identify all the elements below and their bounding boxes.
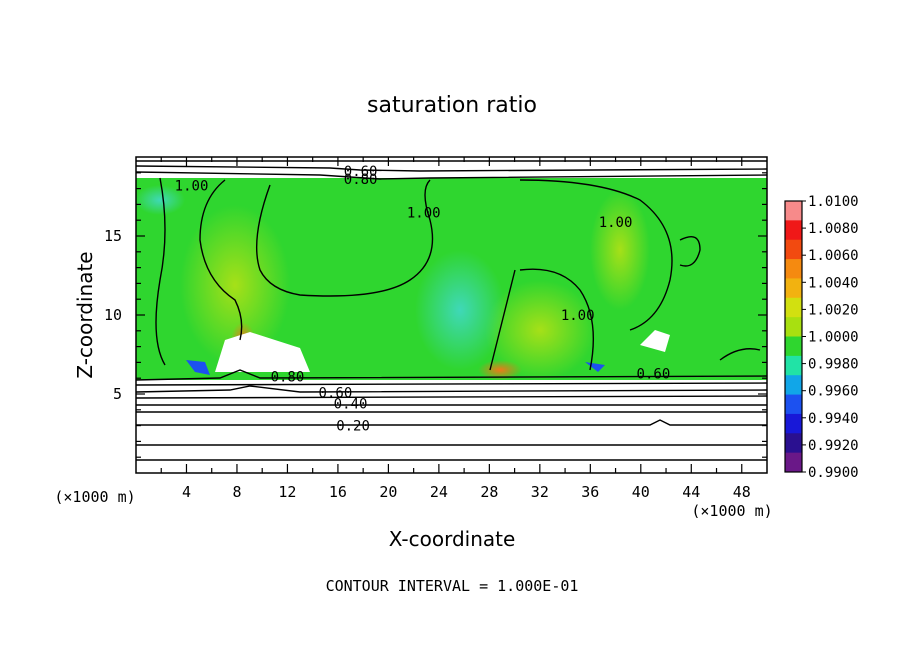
contour-low-2: [136, 382, 767, 386]
contour-1.00-left: [155, 177, 243, 366]
x-tick-label: 16: [329, 483, 347, 501]
contour-label: 1.00: [599, 215, 633, 231]
colorbar-segment: [785, 375, 802, 396]
contour-1.00-right: [489, 179, 673, 371]
field-region-cyan-left: [136, 185, 185, 215]
contour-upper-2: [136, 165, 767, 172]
colorbar: [784, 200, 803, 473]
x-tick-label: 40: [632, 483, 650, 501]
colorbar-label: 0.9900: [808, 465, 859, 481]
field-region-yellow-mid: [485, 280, 595, 380]
field-region-cyan-center: [415, 250, 505, 370]
colorbar-label: 0.9980: [808, 357, 859, 373]
colorbar-label: 1.0000: [808, 330, 859, 346]
plot-field: 1.001.001.001.000.600.800.800.600.400.20…: [136, 157, 767, 473]
colorbar-segment: [785, 220, 802, 241]
chart-title: saturation ratio: [367, 93, 537, 118]
colorbar-segment: [785, 355, 802, 376]
contour-interval-note: CONTOUR INTERVAL = 1.000E-01: [326, 577, 579, 595]
colorbar-label: 1.0060: [808, 248, 859, 264]
x-tick-label: 28: [480, 483, 498, 501]
field-background-lower: [136, 380, 767, 473]
colorbar-labels: 1.0100 1.0080 1.0060 1.0040 1.0020 1.0000 0.99…: [802, 194, 859, 481]
blue-edge-mid: [585, 362, 605, 372]
contour-low-1: [136, 369, 767, 381]
contour-label: 0.80: [344, 172, 378, 188]
colorbar-label: 0.9960: [808, 384, 859, 400]
colorbar-label: 1.0080: [808, 221, 859, 237]
colorbar-segment: [785, 297, 802, 318]
x-tick-label: 44: [682, 483, 700, 501]
colorbar-segment: [785, 239, 802, 260]
contour-label: 1.00: [407, 205, 441, 221]
x-axis-title: X-coordinate: [389, 527, 516, 551]
x-tick-label: 12: [278, 483, 296, 501]
contour-label: 0.80: [271, 370, 305, 386]
colorbar-label: 0.9920: [808, 438, 859, 454]
x-unit-label: (×1000 m): [691, 502, 772, 520]
colorbar-segment: [785, 336, 802, 357]
colorbar-segment: [785, 259, 802, 279]
x-tick-label: 32: [531, 483, 549, 501]
colorbar-segment: [785, 433, 802, 454]
contour-label: 1.00: [561, 308, 595, 324]
contour-low-3: [136, 385, 767, 393]
contour-label: 0.60: [637, 366, 671, 382]
contour-upper-3: [136, 171, 767, 180]
colorbar-segment: [785, 317, 802, 337]
white-patch-left: [215, 332, 310, 372]
colorbar-label: 0.9940: [808, 411, 859, 427]
z-unit-label: (×1000 m): [54, 488, 135, 506]
y-tick-label: 15: [104, 227, 122, 245]
contour-lines: [136, 160, 767, 461]
contour-label: 0.60: [344, 164, 378, 180]
contour-1.00-center: [256, 179, 434, 297]
contour-label: 0.40: [334, 396, 368, 412]
contour-low-4: [136, 395, 767, 399]
colorbar-segment: [785, 394, 802, 415]
x-axis-ticks: 4 8 12 16 20 24 28 32 36 40 44 48: [160, 157, 751, 501]
contour-label: 0.20: [336, 419, 370, 435]
colorbar-segment: [785, 278, 802, 299]
colorbar-label: 1.0100: [808, 194, 859, 210]
white-patch-right: [640, 330, 670, 352]
colorbar-segment: [785, 452, 802, 473]
y-tick-label: 10: [104, 306, 122, 324]
contour-label: 0.60: [319, 385, 353, 401]
contour-label: 1.00: [175, 178, 209, 194]
x-tick-label: 8: [232, 483, 241, 501]
x-tick-label: 4: [182, 483, 191, 501]
field-region-yellow-left: [180, 205, 290, 365]
contour-0.20: [136, 419, 767, 426]
field-region-yellow-right: [590, 190, 650, 310]
colorbar-label: 1.0040: [808, 275, 859, 291]
x-tick-label: 20: [379, 483, 397, 501]
field-region-orange-center: [478, 360, 522, 380]
colorbar-segment: [785, 413, 802, 434]
y-axis-title: Z-coordinate: [73, 251, 97, 378]
top-white-band: [136, 157, 767, 178]
x-tick-label: 48: [733, 483, 751, 501]
x-tick-label: 24: [430, 483, 448, 501]
blue-edge-left: [186, 360, 210, 375]
y-tick-label: 5: [113, 385, 122, 403]
colorbar-label: 1.0020: [808, 302, 859, 318]
contour-1.00-east: [679, 236, 761, 361]
y-axis-ticks: 5 10 15: [104, 172, 767, 458]
x-tick-label: 36: [581, 483, 599, 501]
contour-labels: 1.001.001.001.000.600.800.800.600.400.20…: [175, 164, 671, 435]
colorbar-segment: [785, 201, 802, 221]
